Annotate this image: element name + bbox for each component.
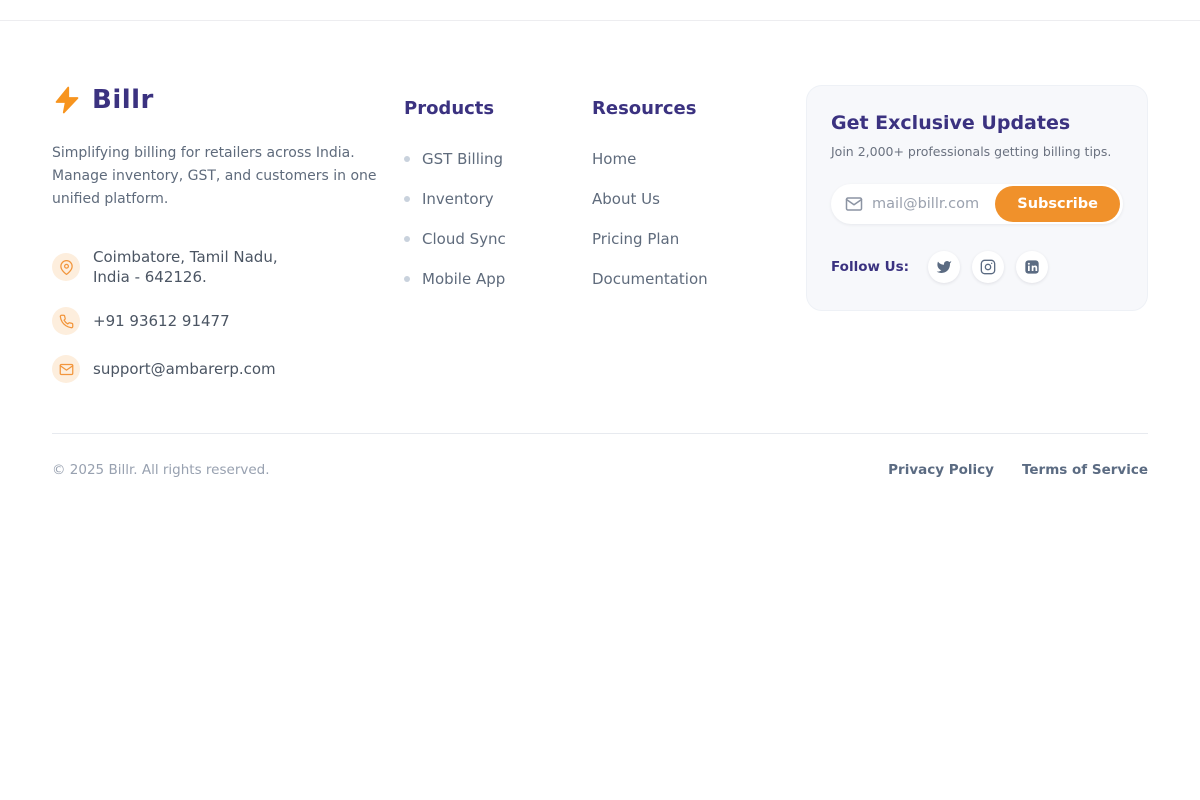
lightning-bolt-icon — [52, 85, 82, 115]
products-column: Products GST Billing Inventory Cloud Syn… — [404, 85, 592, 310]
resources-list: Home About Us Pricing Plan Documentation — [592, 150, 780, 288]
terms-of-service-link[interactable]: Terms of Service — [1021, 462, 1148, 478]
contact-email-text: support@ambarerp.com — [93, 360, 276, 378]
subscribe-form: Subscribe — [831, 184, 1123, 224]
contact-list: Coimbatore, Tamil Nadu, India - 642126. … — [52, 247, 404, 383]
bullet-dot-icon — [404, 156, 410, 162]
products-link-mobile-app[interactable]: Mobile App — [404, 270, 592, 288]
follow-us-label: Follow Us: — [831, 259, 910, 275]
resources-column: Resources Home About Us Pricing Plan Doc… — [592, 85, 780, 310]
products-link-inventory[interactable]: Inventory — [404, 190, 592, 208]
contact-address: Coimbatore, Tamil Nadu, India - 642126. — [52, 247, 404, 287]
products-link-gst-billing[interactable]: GST Billing — [404, 150, 592, 168]
newsletter-card: Get Exclusive Updates Join 2,000+ profes… — [806, 85, 1148, 311]
linkedin-icon[interactable] — [1016, 251, 1049, 283]
contact-email[interactable]: support@ambarerp.com — [52, 355, 404, 383]
link-label: About Us — [592, 190, 660, 208]
mail-icon — [52, 355, 80, 383]
location-pin-icon — [52, 253, 80, 281]
address-line1: Coimbatore, Tamil Nadu, — [93, 248, 278, 266]
contact-phone[interactable]: +91 93612 91477 — [52, 307, 404, 335]
resources-title: Resources — [592, 98, 697, 119]
link-label: Mobile App — [422, 270, 506, 288]
newsletter-title: Get Exclusive Updates — [831, 112, 1071, 134]
link-label: GST Billing — [422, 150, 504, 168]
follow-row: Follow Us: — [831, 251, 1123, 283]
link-label: Inventory — [422, 190, 494, 208]
bullet-dot-icon — [404, 196, 410, 202]
legal-links: Privacy Policy Terms of Service — [888, 462, 1148, 478]
footer: Billr Simplifying billing for retailers … — [0, 21, 1200, 478]
mail-icon — [845, 195, 863, 213]
copyright-text: © 2025 Billr. All rights reserved. — [52, 462, 270, 478]
bullet-dot-icon — [404, 236, 410, 242]
bullet-dot-icon — [404, 276, 410, 282]
brand-tagline: Simplifying billing for retailers across… — [52, 145, 377, 207]
brand-column: Billr Simplifying billing for retailers … — [52, 85, 404, 383]
brand-logo: Billr — [52, 85, 404, 115]
twitter-icon[interactable] — [928, 251, 961, 283]
newsletter-subtitle: Join 2,000+ professionals getting billin… — [831, 144, 1112, 159]
contact-phone-text: +91 93612 91477 — [93, 312, 230, 330]
resources-link-pricing-plan[interactable]: Pricing Plan — [592, 230, 780, 248]
link-label: Cloud Sync — [422, 230, 506, 248]
instagram-icon[interactable] — [972, 251, 1005, 283]
phone-icon — [52, 307, 80, 335]
subscribe-button[interactable]: Subscribe — [995, 186, 1120, 222]
products-list: GST Billing Inventory Cloud Sync Mobile … — [404, 150, 592, 288]
resources-link-home[interactable]: Home — [592, 150, 780, 168]
privacy-policy-link[interactable]: Privacy Policy — [888, 462, 994, 478]
resources-link-documentation[interactable]: Documentation — [592, 270, 780, 288]
contact-address-text: Coimbatore, Tamil Nadu, India - 642126. — [93, 247, 278, 287]
top-section-divider — [0, 0, 1200, 21]
link-label: Pricing Plan — [592, 230, 680, 248]
products-link-cloud-sync[interactable]: Cloud Sync — [404, 230, 592, 248]
resources-link-about-us[interactable]: About Us — [592, 190, 780, 208]
bottom-divider — [52, 433, 1148, 434]
brand-name: Billr — [92, 85, 154, 115]
link-label: Home — [592, 150, 637, 168]
link-label: Documentation — [592, 270, 708, 288]
address-line2: India - 642126. — [93, 268, 207, 286]
products-title: Products — [404, 98, 495, 119]
bottom-bar: © 2025 Billr. All rights reserved. Priva… — [52, 434, 1148, 478]
